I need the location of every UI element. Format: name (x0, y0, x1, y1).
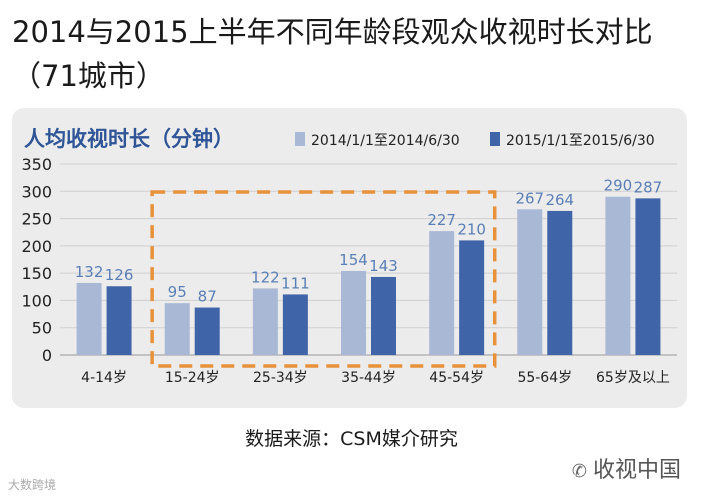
legend-swatch (295, 132, 305, 146)
legend-swatch (490, 132, 500, 146)
bar (341, 270, 366, 355)
data-label: 87 (198, 288, 217, 306)
data-label: 154 (339, 251, 368, 269)
data-label: 132 (75, 263, 104, 281)
y-tick-label: 150 (21, 264, 52, 283)
data-label: 264 (545, 191, 574, 209)
x-tick-label: 25-34岁 (253, 370, 308, 386)
data-source: 数据来源：CSM媒介研究 (245, 428, 458, 450)
legend-label: 2014/1/1至2014/6/30 (311, 133, 460, 149)
x-tick-label: 35-44岁 (341, 370, 396, 386)
data-label: 126 (105, 266, 134, 284)
x-tick-label: 55-64岁 (517, 370, 572, 386)
data-label: 143 (369, 257, 398, 275)
x-tick-label: 4-14岁 (81, 370, 127, 386)
data-label: 287 (634, 178, 663, 196)
bar (517, 209, 543, 355)
data-label: 227 (427, 211, 456, 229)
bar (164, 303, 190, 355)
chart-title: 人均收视时长（分钟） (24, 127, 234, 151)
y-tick-label: 250 (21, 210, 52, 229)
y-tick-label: 50 (32, 319, 52, 338)
x-tick-label: 15-24岁 (165, 370, 220, 386)
y-tick-label: 200 (21, 237, 52, 256)
bar (635, 198, 661, 355)
bar-chart: 0 50 100 150 200 250 300 350 人均收视时长（分钟） 2014/1/1至… (21, 127, 677, 386)
x-tick-label: 45-54岁 (429, 370, 484, 386)
watermark-left: 大数跨境 (8, 478, 57, 492)
bar (252, 288, 278, 355)
page-title: 2014与2015上半年不同年龄段观众收视时长对比（71城市） (12, 15, 653, 93)
chart-panel (12, 108, 687, 408)
y-tick-label: 350 (21, 155, 52, 174)
bar (76, 282, 102, 355)
data-label: 122 (251, 268, 280, 286)
bar (194, 307, 220, 355)
data-label: 111 (281, 274, 310, 292)
y-tick-label: 100 (21, 291, 52, 310)
legend-label: 2015/1/1至2015/6/30 (506, 133, 655, 149)
bar (605, 196, 631, 355)
data-label: 290 (604, 177, 633, 195)
watermark-right-text: 收视中国 (592, 458, 681, 483)
bar (282, 294, 308, 355)
y-tick-label: 0 (42, 346, 52, 365)
watermark-right: ✆ 收视中国 (572, 452, 681, 484)
bar (547, 210, 573, 355)
data-label: 210 (457, 220, 486, 238)
bar (429, 231, 455, 355)
y-tick-label: 300 (21, 182, 52, 201)
data-label: 267 (515, 189, 544, 207)
bar (371, 276, 396, 355)
highlight-box (150, 190, 497, 368)
bar (106, 286, 132, 355)
wechat-icon: ✆ (571, 461, 587, 482)
bar (459, 240, 485, 355)
data-label: 95 (168, 283, 187, 301)
x-tick-label: 65岁及以上 (596, 370, 670, 386)
